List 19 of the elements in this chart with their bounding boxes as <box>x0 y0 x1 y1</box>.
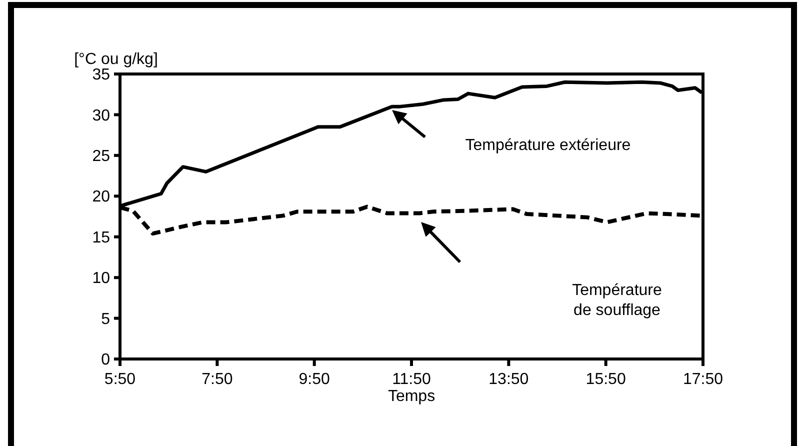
y-tick-label: 20 <box>92 188 110 206</box>
x-tick-label: 15:50 <box>586 371 626 388</box>
x-tick-label: 17:50 <box>682 371 724 388</box>
y-axis-title: [°C ou g/kg] <box>74 51 158 68</box>
annotation: Température extérieure <box>465 137 631 154</box>
annotation: Température de soufflage <box>572 282 662 319</box>
x-tick-label: 13:50 <box>488 371 529 388</box>
y-tick-label: 0 <box>101 352 110 369</box>
x-tick-label: 7:50 <box>202 371 233 388</box>
y-tick-label: 15 <box>92 229 110 246</box>
x-axis-title: Temps <box>388 388 436 405</box>
x-tick-label: 9:50 <box>298 371 330 388</box>
y-tick-label: 30 <box>92 107 110 124</box>
y-tick-label: 5 <box>101 310 110 328</box>
x-tick-label: 11:50 <box>392 371 432 388</box>
y-tick-label: 25 <box>92 148 110 166</box>
y-tick-label: 10 <box>92 270 110 288</box>
x-tick-label: 5:50 <box>104 371 136 388</box>
y-tick-label: 35 <box>92 66 110 84</box>
